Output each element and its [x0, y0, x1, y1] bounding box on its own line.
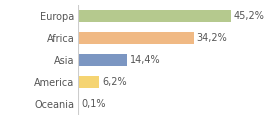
Bar: [78, 32, 194, 44]
Text: 6,2%: 6,2%: [102, 77, 127, 87]
Bar: [78, 54, 127, 66]
Bar: [78, 76, 99, 88]
Bar: [78, 10, 231, 22]
Text: 0,1%: 0,1%: [81, 99, 106, 109]
Text: 45,2%: 45,2%: [234, 11, 265, 21]
Text: 14,4%: 14,4%: [130, 55, 160, 65]
Text: 34,2%: 34,2%: [197, 33, 227, 43]
Bar: [78, 98, 79, 110]
